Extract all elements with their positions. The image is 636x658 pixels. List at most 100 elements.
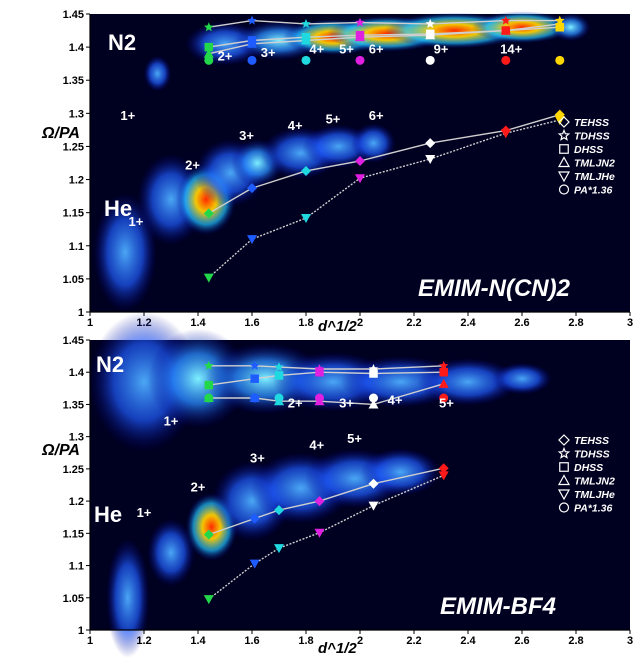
marker-tmljhe bbox=[425, 155, 436, 165]
marker-tdhss bbox=[204, 22, 214, 32]
marker-tmljn2 bbox=[301, 35, 311, 45]
x-tick-label: 1.8 bbox=[298, 317, 313, 329]
x-tick-label: 2.6 bbox=[514, 635, 529, 647]
x-axis-label: d^1/2 bbox=[318, 318, 357, 335]
legend-marker bbox=[557, 128, 571, 141]
marker-tdhss bbox=[355, 17, 365, 27]
legend-marker bbox=[558, 116, 570, 128]
marker-tmljhe bbox=[368, 501, 379, 511]
marker-dhss bbox=[250, 374, 259, 383]
y-tick-label: 1.45 bbox=[63, 9, 84, 21]
series-line-dhss bbox=[208, 371, 444, 386]
region-label-he: He bbox=[104, 196, 132, 221]
legend-marker bbox=[559, 144, 569, 154]
charge-label-he: 3+ bbox=[239, 128, 254, 143]
marker-tmljhe bbox=[247, 235, 257, 245]
x-tick-label: 1.6 bbox=[244, 635, 259, 647]
charge-label-n2: 6+ bbox=[369, 42, 384, 57]
charge-label-he: 6+ bbox=[369, 108, 384, 123]
charge-label-n2: 3+ bbox=[339, 396, 354, 411]
x-tick-label: 1.8 bbox=[298, 635, 313, 647]
legend-entry: TMLJHe bbox=[574, 489, 615, 501]
marker-tehss bbox=[301, 165, 311, 176]
mobility-heatmap bbox=[93, 11, 591, 313]
marker-tmljn2 bbox=[425, 30, 436, 40]
legend-marker bbox=[558, 184, 570, 195]
charge-label-n2: 4+ bbox=[388, 392, 403, 407]
marker-pa-1-36 bbox=[355, 55, 365, 65]
y-axis-label: Ω/PA bbox=[41, 125, 80, 142]
legend-entry: TMLJN2 bbox=[574, 476, 615, 488]
charge-label-he: 1+ bbox=[128, 214, 143, 229]
marker-pa-1-36 bbox=[247, 55, 257, 65]
y-tick-label: 1.3 bbox=[69, 432, 84, 444]
intensity-blob bbox=[143, 55, 172, 92]
charge-label-he: 2+ bbox=[191, 479, 206, 494]
marker-tmljhe bbox=[301, 213, 311, 223]
y-tick-label: 1.2 bbox=[69, 175, 84, 187]
x-tick-label: 2.4 bbox=[460, 317, 476, 329]
marker-dhss bbox=[274, 371, 284, 380]
marker-dhss bbox=[204, 380, 214, 390]
x-tick-label: 2.2 bbox=[406, 635, 421, 647]
marker-tdhss bbox=[501, 15, 511, 25]
x-tick-label: 2 bbox=[357, 317, 363, 329]
x-tick-label: 1.4 bbox=[190, 635, 206, 647]
y-tick-label: 1.25 bbox=[63, 464, 84, 476]
x-tick-label: 1 bbox=[87, 635, 93, 647]
marker-tdhss bbox=[247, 15, 257, 25]
panel-emim-ncn2: 2+ 3+ 4+ 5+ 6+ 9+ 14+ 1+ 2+ 3+ 4+ 5+ 6+ 1+ N2 He EMIM… bbox=[41, 9, 633, 335]
x-tick-label: 2 bbox=[357, 635, 363, 647]
x-tick-label: 2.4 bbox=[460, 635, 476, 647]
mobility-heatmap bbox=[89, 311, 552, 658]
series-line-tehss bbox=[208, 467, 444, 536]
legend-entry: TEHSS bbox=[574, 117, 609, 129]
x-tick-label: 1.4 bbox=[190, 317, 206, 329]
marker-pa-1-36 bbox=[250, 393, 260, 403]
marker-dhss bbox=[204, 42, 214, 52]
y-tick-label: 1.05 bbox=[63, 274, 84, 286]
marker-tmljn2 bbox=[203, 48, 214, 58]
x-tick-label: 2.8 bbox=[568, 317, 583, 329]
marker-tmljn2 bbox=[368, 399, 379, 409]
charge-labels: 1+ 2+ 3+ 4+ 5+ 1+ 2+ 3+ 4+ 5+ bbox=[137, 392, 455, 520]
legend-marker bbox=[558, 434, 570, 446]
marker-tmljn2 bbox=[500, 25, 511, 35]
series-line-tmljn2 bbox=[208, 383, 444, 406]
charge-label-n2: 3+ bbox=[261, 45, 276, 60]
marker-tmljn2 bbox=[438, 378, 449, 388]
charge-label-he: 5+ bbox=[326, 111, 341, 126]
legend-entry: TDHSS bbox=[574, 449, 610, 461]
marker-dhss bbox=[369, 369, 378, 378]
charge-label-n2: 4+ bbox=[309, 42, 324, 57]
x-tick-label: 1.6 bbox=[244, 317, 259, 329]
y-tick-label: 1.35 bbox=[63, 399, 84, 411]
y-tick-label: 1 bbox=[78, 307, 84, 319]
marker-tmljhe bbox=[249, 559, 260, 569]
marker-tdhss bbox=[425, 18, 435, 28]
axes: 1 1.2 1.4 1.6 1.8 2 2.2 2.4 2.6 2.8 3 1 1.05 1.1 1.15 1… bbox=[63, 9, 633, 329]
charge-label-he: 3+ bbox=[250, 450, 265, 465]
marker-tmljhe bbox=[355, 174, 365, 184]
x-axis-label: d^1/2 bbox=[318, 640, 357, 657]
legend-marker bbox=[557, 156, 571, 168]
x-tick-label: 2.8 bbox=[568, 635, 583, 647]
marker-tehss bbox=[438, 463, 449, 474]
intensity-blob bbox=[105, 537, 150, 658]
marker-tmljn2 bbox=[247, 38, 257, 48]
y-tick-label: 1.2 bbox=[69, 496, 84, 508]
marker-tmljhe bbox=[203, 595, 214, 605]
marker-tdhss bbox=[274, 362, 284, 372]
marker-tdhss bbox=[438, 360, 449, 370]
axes: 1 1.2 1.4 1.6 1.8 2 2.2 2.4 2.6 2.8 3 1 1.05 1.1 1.15 1… bbox=[63, 335, 633, 647]
intensity-blob bbox=[360, 448, 441, 497]
series-line-tdhss bbox=[208, 365, 444, 370]
y-tick-label: 1.45 bbox=[63, 335, 84, 347]
marker-pa-1-36 bbox=[274, 393, 284, 403]
marker-pa-1-36 bbox=[439, 393, 449, 403]
data-markers bbox=[203, 15, 565, 283]
region-label-n2: N2 bbox=[108, 30, 136, 55]
marker-dhss bbox=[315, 367, 324, 377]
charge-label-n2: 2+ bbox=[288, 396, 303, 411]
